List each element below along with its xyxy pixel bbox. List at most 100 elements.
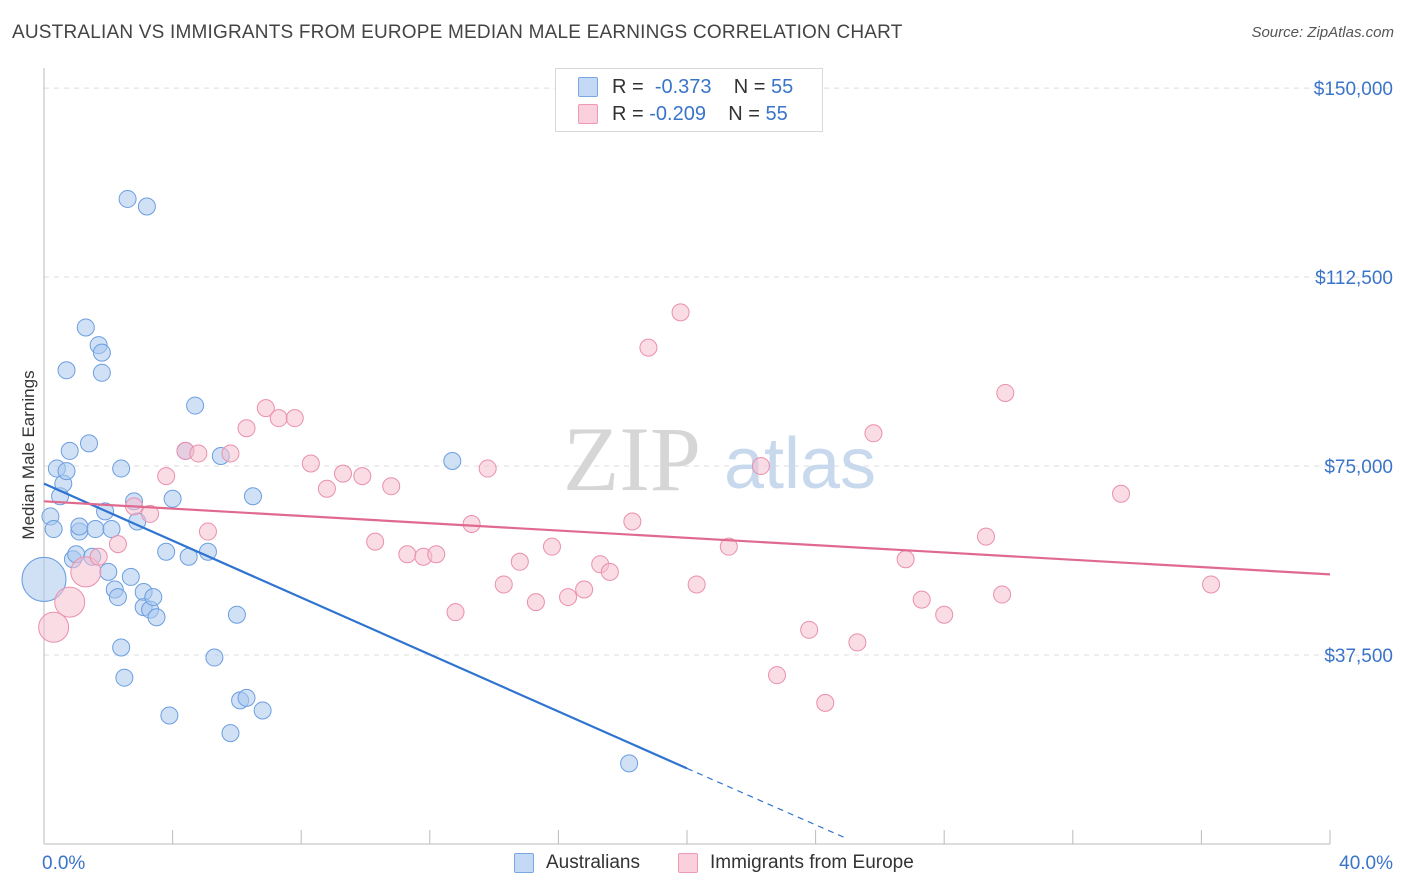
- legend-n-value: 55: [765, 102, 788, 125]
- immigrants-point: [38, 611, 70, 643]
- legend-n-label: N =: [728, 102, 760, 125]
- australians-point: [92, 363, 111, 382]
- immigrants-point: [285, 409, 304, 428]
- immigrants-point: [976, 527, 995, 546]
- australians-point: [227, 605, 246, 624]
- immigrants-point: [333, 464, 352, 483]
- immigrants-point: [108, 535, 127, 554]
- australians-point: [118, 189, 137, 208]
- immigrants-point: [687, 575, 706, 594]
- series-legend-immigrants[interactable]: Immigrants from Europe: [678, 852, 914, 874]
- immigrants-point: [912, 590, 931, 609]
- immigrants-point: [89, 547, 108, 566]
- immigrants-point: [398, 545, 417, 564]
- correlation-legend: R = -0.373 N = 55 R = -0.209 N = 55: [555, 68, 823, 132]
- australians-point: [121, 567, 140, 586]
- series-label: Immigrants from Europe: [710, 852, 914, 873]
- australians-point: [21, 556, 67, 602]
- immigrants-point: [366, 532, 385, 551]
- y-axis-label: Median Male Earnings: [19, 370, 38, 539]
- immigrants-point: [996, 383, 1015, 402]
- australians-point: [86, 520, 105, 539]
- australians-point: [57, 462, 76, 481]
- immigrants-trend-line: [43, 500, 1331, 576]
- legend-r-value: -0.373: [654, 75, 712, 98]
- y-tick-label: $150,000: [1314, 79, 1393, 100]
- australians-point: [163, 489, 182, 508]
- y-tick-label: $112,500: [1315, 268, 1393, 289]
- immigrants-point: [848, 633, 867, 652]
- immigrants-point: [639, 338, 658, 357]
- immigrants-point: [221, 444, 240, 463]
- series-swatch-pink: [678, 853, 698, 873]
- australians-point: [99, 562, 118, 581]
- immigrants-point: [1202, 575, 1221, 594]
- immigrants-point: [141, 504, 160, 523]
- australians-point: [108, 588, 127, 607]
- immigrants-point: [237, 419, 256, 438]
- legend-r-value: -0.209: [649, 102, 706, 125]
- australians-point: [620, 754, 639, 773]
- immigrants-point: [671, 303, 690, 322]
- australians-point: [60, 441, 79, 460]
- legend-row-immigrants: R = -0.209 N = 55: [578, 101, 788, 127]
- immigrants-point: [189, 444, 208, 463]
- immigrants-point: [256, 399, 275, 418]
- australians-point: [112, 459, 131, 478]
- australians-trend-line: [43, 482, 688, 770]
- australians-point: [76, 318, 95, 337]
- grid-lines: [44, 87, 1394, 656]
- legend-n-value: 55: [771, 75, 794, 98]
- immigrants-point: [542, 537, 561, 556]
- immigrants-point: [353, 467, 372, 486]
- australians-point: [147, 608, 166, 627]
- australians-point: [221, 724, 240, 743]
- legend-r-label: R =: [612, 75, 644, 98]
- immigrants-point: [462, 514, 481, 533]
- immigrants-point: [494, 575, 513, 594]
- legend-swatch-pink: [578, 104, 598, 124]
- immigrants-point: [446, 603, 465, 622]
- australians-point: [92, 343, 111, 362]
- australians-trend-extension: [686, 767, 848, 840]
- y-tick-label: $75,000: [1324, 457, 1393, 478]
- data-points: [21, 189, 1221, 773]
- australians-point: [253, 701, 272, 720]
- australians-point: [198, 542, 217, 561]
- immigrants-point: [623, 512, 642, 531]
- immigrants-point: [70, 556, 102, 588]
- australians-point: [102, 520, 121, 539]
- immigrants-point: [768, 666, 787, 685]
- legend-r-label: R =: [612, 102, 644, 125]
- axes: [43, 68, 1331, 845]
- immigrants-point: [510, 552, 529, 571]
- immigrants-point: [157, 467, 176, 486]
- immigrants-point: [800, 620, 819, 639]
- australians-point: [157, 542, 176, 561]
- immigrants-point: [427, 545, 446, 564]
- legend-row-australians: R = -0.373 N = 55: [578, 74, 793, 100]
- immigrants-point: [198, 522, 217, 541]
- x-tick-label: 40.0%: [1339, 853, 1393, 874]
- immigrants-point: [478, 459, 497, 478]
- immigrants-point: [301, 454, 320, 473]
- series-label: Australians: [546, 852, 640, 873]
- australians-point: [443, 452, 462, 470]
- immigrants-point: [993, 585, 1012, 604]
- australians-point: [137, 197, 156, 216]
- australians-point: [112, 638, 131, 657]
- watermark-zip: ZIP: [563, 408, 701, 510]
- immigrants-point: [719, 537, 738, 556]
- legend-swatch-blue: [578, 77, 598, 97]
- chart-source: Source: ZipAtlas.com: [1251, 24, 1394, 41]
- immigrants-point: [317, 479, 336, 498]
- immigrants-point: [816, 693, 835, 712]
- immigrants-point: [896, 550, 915, 569]
- australians-point: [243, 487, 262, 506]
- immigrants-point: [600, 562, 619, 581]
- chart-title: AUSTRALIAN VS IMMIGRANTS FROM EUROPE MED…: [12, 22, 903, 43]
- australians-point: [160, 706, 179, 725]
- immigrants-point: [526, 593, 545, 612]
- series-legend-australians[interactable]: Australians: [514, 852, 640, 874]
- australians-point: [186, 396, 205, 415]
